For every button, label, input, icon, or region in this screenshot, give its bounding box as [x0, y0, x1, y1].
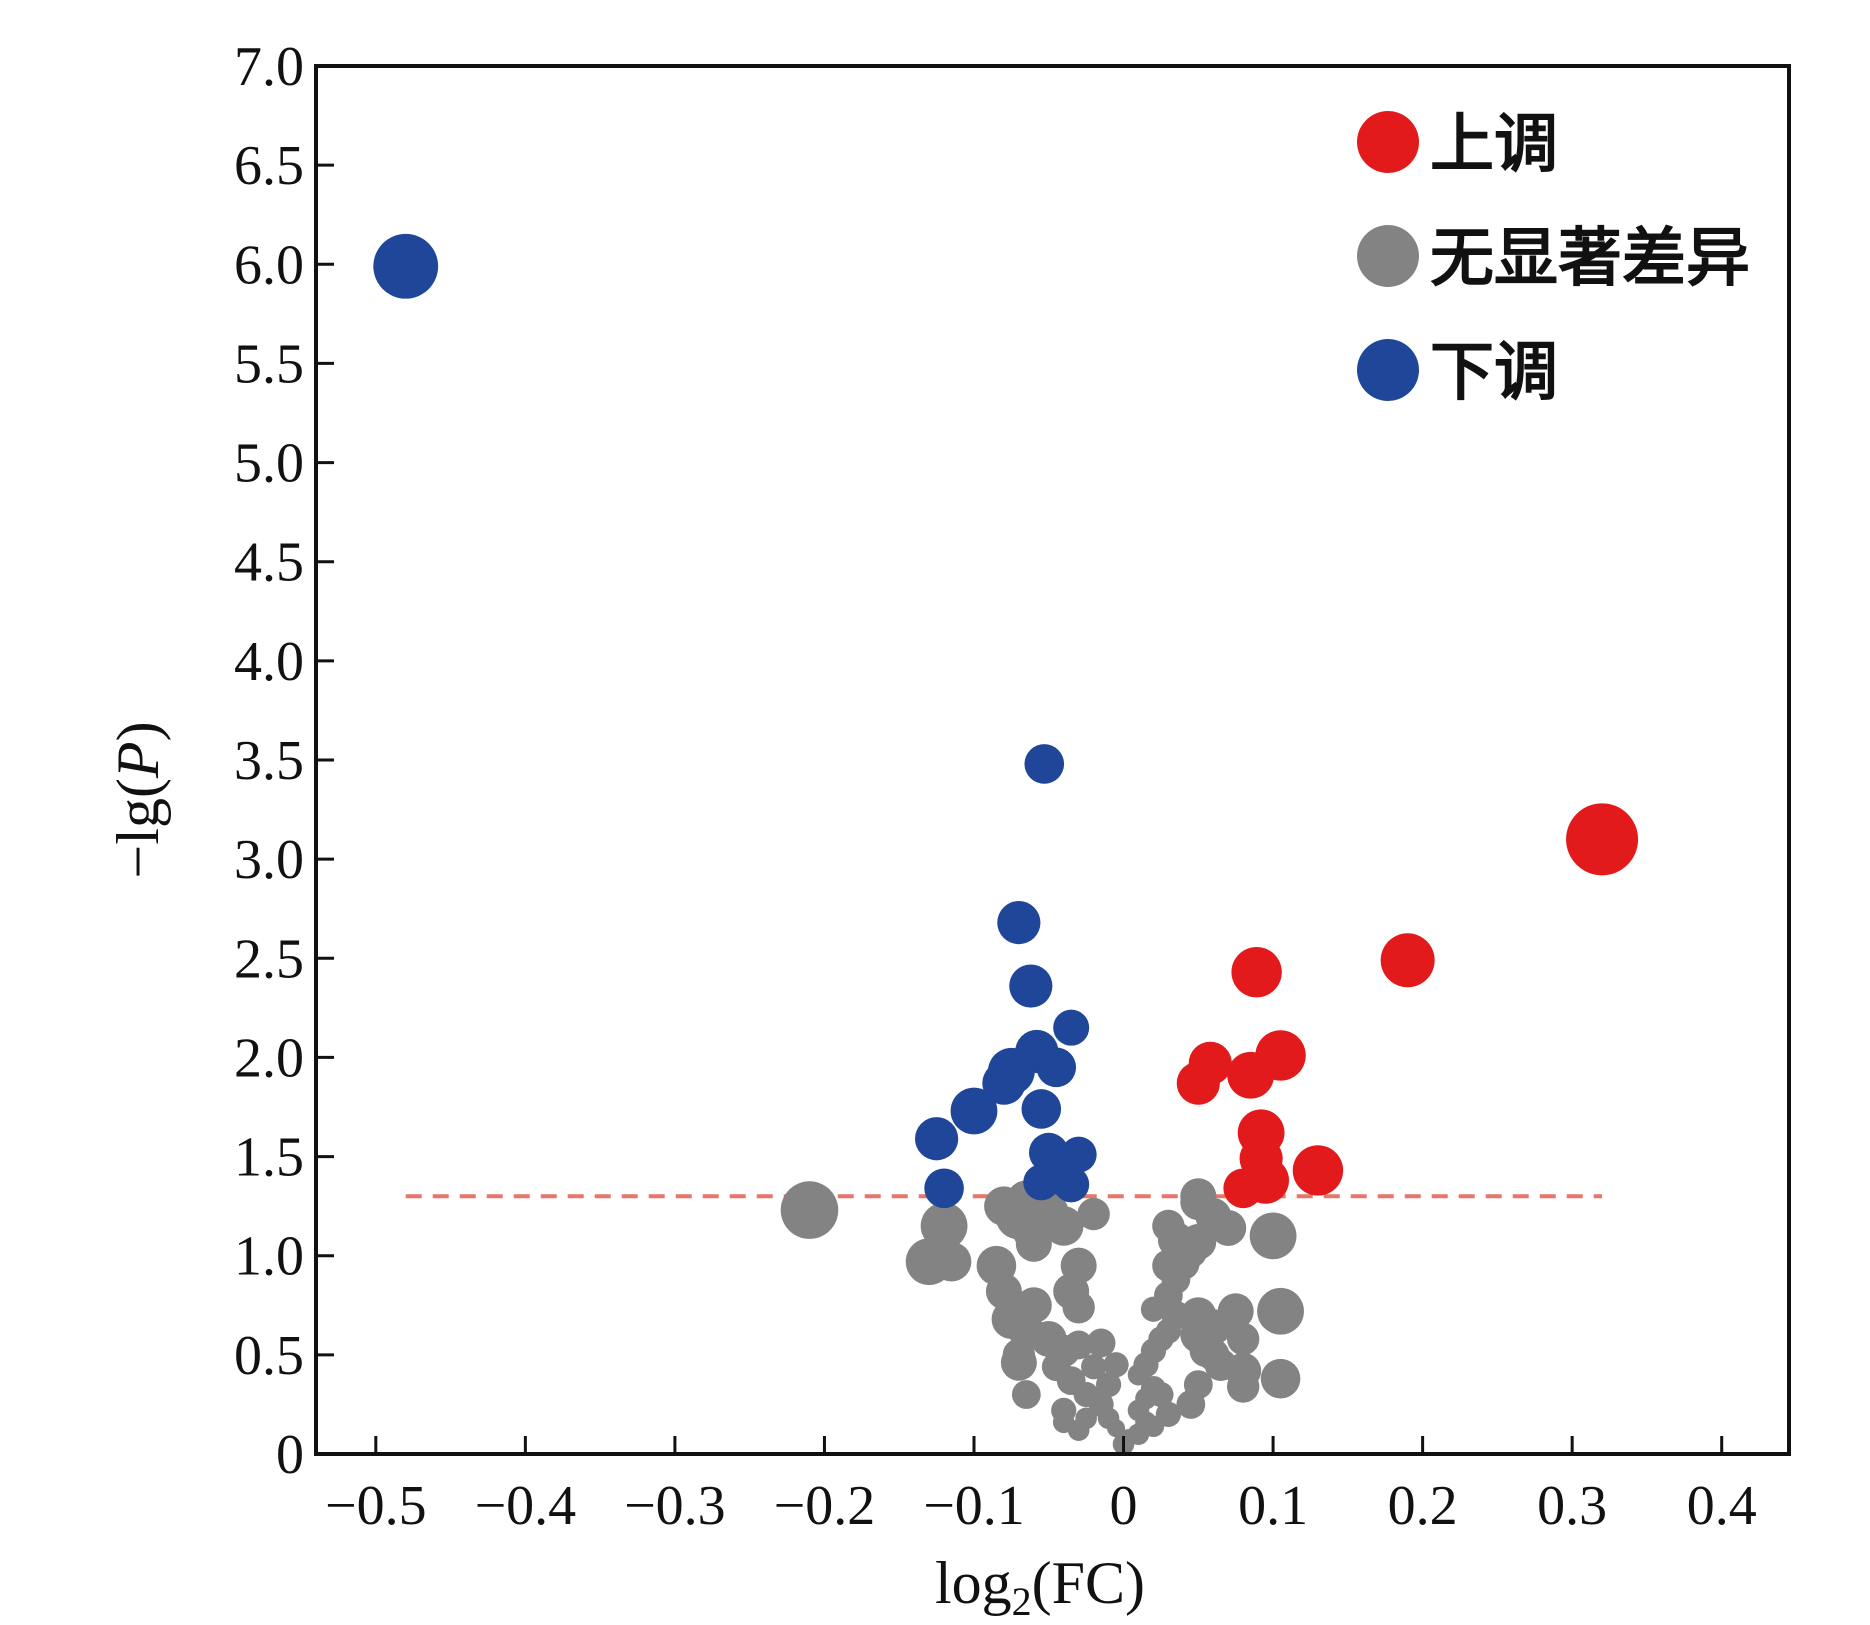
data-point	[1148, 1381, 1174, 1408]
y-axis-ticks: 0 0.5 1.0 1.5 2.0 2.5 3.0 3.5 4.0 4.5 5.0 5.5 6.0 6.5…	[234, 36, 334, 1486]
y-tick-label: 4.5	[234, 532, 304, 594]
data-point	[373, 233, 439, 299]
data-point	[1064, 1330, 1094, 1360]
x-axis-title: log2(FC)	[935, 1550, 1145, 1624]
data-point	[950, 1087, 998, 1135]
data-point	[1152, 1209, 1185, 1243]
x-tick-label: 0.1	[1238, 1475, 1308, 1537]
data-point	[931, 1241, 972, 1282]
data-point	[1053, 1009, 1090, 1046]
data-point	[1024, 744, 1065, 784]
x-axis-ticks: −0.5 −0.4 −0.3 −0.2 −0.1 0 0.1 0.2 0.3 0.4	[325, 1436, 1757, 1537]
x-tick-label: −0.4	[475, 1475, 577, 1537]
legend-label: 无显著差异	[1430, 222, 1750, 296]
y-tick-label: 5.0	[234, 433, 304, 495]
data-point	[1062, 1291, 1095, 1324]
data-point	[1195, 1309, 1232, 1346]
data-point	[1000, 1344, 1037, 1381]
y-tick-label: 2.5	[234, 928, 304, 990]
y-tick-label: 2.0	[234, 1027, 304, 1089]
data-point	[1223, 1168, 1263, 1209]
x-tick-label: −0.1	[923, 1475, 1025, 1537]
data-point	[1257, 1287, 1304, 1335]
y-axis-title: −lg(P)	[105, 721, 171, 878]
data-point	[1566, 803, 1639, 876]
legend-item: 无显著差异	[1357, 222, 1750, 296]
data-point	[1103, 1352, 1129, 1378]
data-point	[1077, 1197, 1110, 1231]
series-group-2	[373, 233, 1097, 1209]
data-point	[1380, 933, 1435, 988]
x-axis-title-subscript: 2	[1012, 1579, 1032, 1624]
data-point	[924, 1168, 964, 1209]
x-tick-label: 0	[1110, 1475, 1138, 1537]
data-point	[997, 900, 1041, 945]
data-point	[1023, 1164, 1060, 1201]
series-group-1	[780, 1178, 1304, 1455]
legend-marker	[1357, 111, 1419, 173]
series-group-0	[1176, 803, 1639, 1209]
data-point	[1176, 1061, 1220, 1105]
y-tick-label: 5.5	[234, 333, 304, 395]
y-tick-label: 6.5	[234, 135, 304, 197]
data-point	[1107, 1419, 1126, 1438]
data-point	[1011, 1380, 1041, 1409]
data-point	[780, 1181, 839, 1239]
data-point	[1036, 1047, 1077, 1088]
legend-label: 上调	[1430, 108, 1558, 182]
y-tick-label: 0.5	[234, 1325, 304, 1387]
data-point	[920, 1202, 968, 1250]
data-point	[1176, 1390, 1206, 1419]
legend-item: 下调	[1357, 336, 1558, 410]
data-point	[1231, 946, 1282, 998]
y-tick-label: 3.0	[234, 829, 304, 891]
y-tick-label: 3.5	[234, 730, 304, 792]
x-tick-label: −0.3	[624, 1475, 726, 1537]
x-tick-label: 0.2	[1388, 1475, 1458, 1537]
data-point	[1226, 1322, 1260, 1356]
data-point	[1081, 1354, 1107, 1380]
y-tick-label: 1.0	[234, 1226, 304, 1288]
data-point	[1227, 1051, 1275, 1099]
x-tick-label: −0.2	[774, 1475, 876, 1537]
data-point	[1086, 1328, 1116, 1358]
data-point	[1210, 1209, 1247, 1246]
data-point	[915, 1117, 959, 1161]
y-tick-label: 7.0	[234, 36, 304, 98]
legend-item: 上调	[1357, 108, 1558, 182]
data-point	[1180, 1178, 1217, 1215]
data-point	[1021, 1089, 1062, 1129]
y-axis-title-p: P	[105, 741, 171, 779]
y-tick-label: 1.5	[234, 1127, 304, 1189]
data-point	[1292, 1145, 1344, 1196]
legend-marker	[1357, 339, 1419, 401]
legend-marker	[1357, 225, 1419, 287]
y-tick-label: 6.0	[234, 234, 304, 296]
x-tick-label: 0.3	[1537, 1475, 1607, 1537]
x-tick-label: 0.4	[1687, 1475, 1757, 1537]
data-point	[1043, 1206, 1084, 1246]
data-point	[1009, 964, 1053, 1008]
y-tick-label: 4.0	[234, 631, 304, 693]
data-point	[1155, 1401, 1181, 1427]
data-point	[1197, 1338, 1230, 1372]
data-point	[1260, 1358, 1301, 1399]
data-point	[1095, 1372, 1122, 1398]
data-point	[1249, 1212, 1297, 1260]
data-point	[1015, 1225, 1052, 1262]
data-point	[1067, 1419, 1090, 1442]
x-axis-title-rest: (FC)	[1032, 1550, 1145, 1616]
points-layer	[373, 233, 1639, 1455]
x-tick-label: −0.5	[325, 1475, 427, 1537]
y-tick-label: 0	[276, 1424, 304, 1486]
data-point	[982, 1061, 1026, 1105]
legend-label: 下调	[1430, 336, 1558, 410]
data-point	[1053, 1166, 1090, 1203]
data-point	[1226, 1370, 1260, 1403]
